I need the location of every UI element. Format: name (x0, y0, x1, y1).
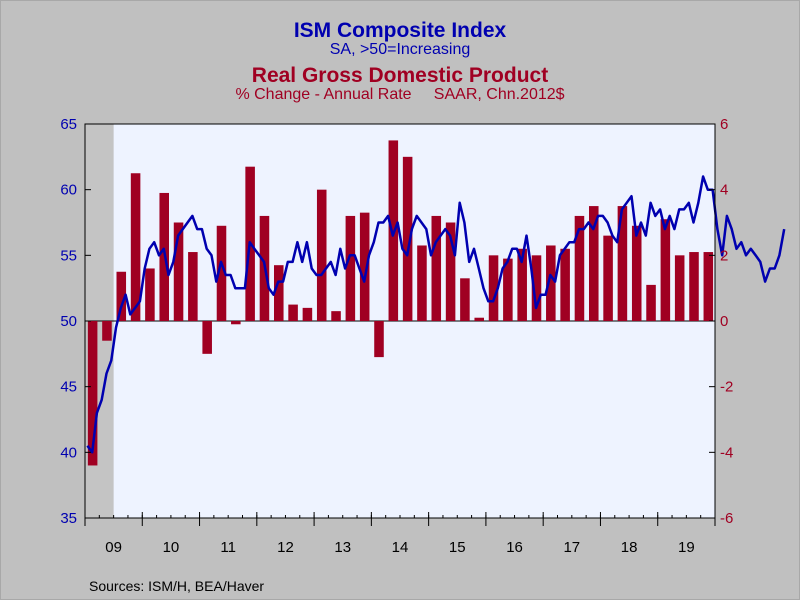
left-tick-label: 60 (60, 182, 77, 199)
right-tick-label: -6 (720, 510, 733, 527)
right-tick-label: 2 (720, 247, 728, 264)
x-tick-label: 09 (105, 539, 122, 556)
x-tick-label: 12 (277, 539, 294, 556)
gdp-bar (402, 156, 413, 321)
gdp-bar (302, 307, 313, 321)
gdp-bar (574, 215, 585, 321)
gdp-bar (331, 311, 341, 321)
chart-subtitle: SA, >50=Increasing (329, 41, 471, 58)
left-tick-label: 40 (60, 444, 77, 461)
right-tick-label: 6 (720, 116, 728, 133)
gdp-bar (231, 321, 241, 325)
gdp-bar (316, 189, 327, 321)
gdp-bar (431, 215, 442, 321)
gdp-bar (503, 258, 513, 321)
right-tick-label: 0 (720, 313, 728, 330)
gdp-bar (145, 268, 155, 321)
gdp-bar (660, 219, 671, 321)
gdp-bar (274, 265, 284, 321)
gdp-bar (345, 215, 356, 321)
gdp-bar (603, 235, 613, 321)
ism-line (86, 175, 786, 454)
gdp-bar (546, 245, 556, 321)
source-note: Sources: ISM/H, BEA/Haver (89, 578, 265, 594)
gdp-bar (560, 248, 570, 321)
gdp-bar (173, 222, 184, 321)
left-tick-label: 35 (60, 510, 77, 527)
gdp-bar (130, 173, 141, 321)
x-tick-label: 14 (392, 539, 409, 556)
left-tick-label: 55 (60, 247, 77, 264)
left-tick-label: 45 (60, 379, 77, 396)
gdp-bar (488, 255, 499, 321)
x-tick-label: 15 (449, 539, 466, 556)
gdp-bar (674, 255, 685, 321)
gdp-bar (202, 321, 212, 354)
x-tick-label: 11 (220, 539, 236, 556)
gdp-bar (703, 252, 714, 321)
right-tick-label: -2 (720, 379, 733, 396)
left-tick-label: 50 (60, 313, 77, 330)
gdp-bar (417, 245, 427, 321)
gdp-bar (87, 321, 98, 466)
chart-title-2: Real Gross Domestic Product (251, 64, 549, 87)
gdp-bar (445, 222, 456, 321)
left-tick-label: 65 (60, 116, 77, 133)
gdp-bar (646, 284, 656, 321)
gdp-bar (460, 278, 470, 321)
gdp-bar (188, 252, 198, 321)
gdp-bar (102, 321, 112, 341)
chart-title: ISM Composite Index (293, 19, 507, 42)
x-tick-label: 10 (163, 539, 180, 556)
gdp-bar (689, 252, 699, 321)
gdp-bar (631, 225, 642, 321)
gdp-bar (359, 212, 370, 321)
gdp-bar (216, 225, 227, 321)
gdp-bar (116, 271, 127, 321)
gdp-bar (589, 206, 599, 321)
right-tick-label: 4 (720, 182, 728, 199)
x-tick-label: 18 (621, 539, 638, 556)
gdp-bar (531, 255, 542, 321)
gdp-bar (374, 321, 384, 358)
gdp-bar (288, 304, 298, 321)
x-tick-label: 19 (678, 539, 695, 556)
x-tick-label: 17 (563, 539, 580, 556)
chart-subtitle-2: % Change - Annual Rate SAAR, Chn.2012$ (235, 86, 565, 103)
right-tick-label: -4 (720, 444, 733, 461)
gdp-bar (617, 206, 628, 321)
x-tick-label: 16 (506, 539, 523, 556)
x-tick-label: 13 (334, 539, 351, 556)
gdp-bar (517, 248, 527, 321)
gdp-bar (474, 317, 484, 321)
